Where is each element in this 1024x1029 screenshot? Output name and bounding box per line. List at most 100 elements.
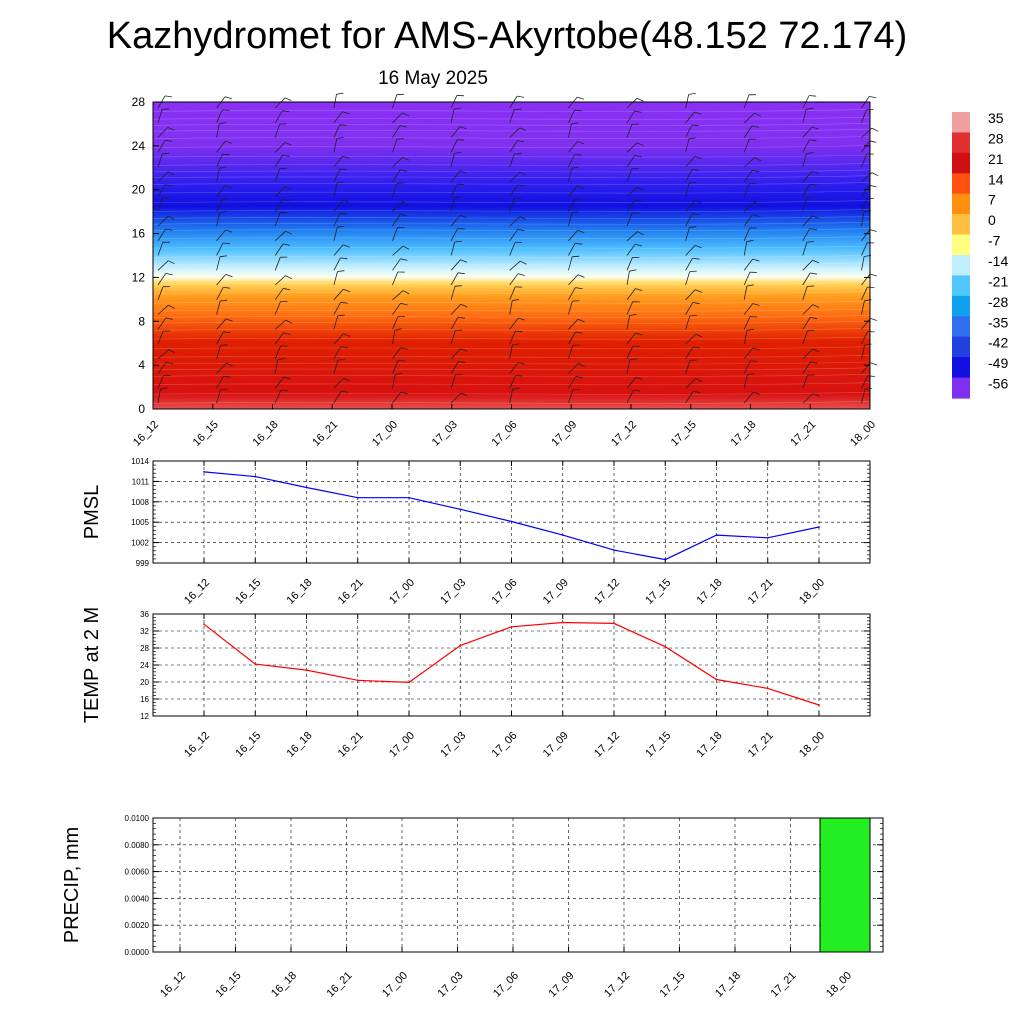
x-tick-label: 17_12 xyxy=(592,730,622,760)
x-tick-label: 16_21 xyxy=(336,730,366,760)
x-tick-label: 17_09 xyxy=(547,970,577,1000)
x-tick-label: 17_21 xyxy=(746,730,776,760)
y-tick-label: 1011 xyxy=(132,477,150,486)
x-tick-label: 18_00 xyxy=(797,730,827,760)
x-tick-label: 17_15 xyxy=(643,730,673,760)
y-tick-label: 28 xyxy=(132,95,146,109)
x-tick-label: 17_09 xyxy=(541,577,571,607)
wind-barb-feather xyxy=(690,271,697,272)
wind-barb-feather xyxy=(870,318,877,320)
colorbar-label: 35 xyxy=(988,110,1004,126)
colorbar-swatch xyxy=(952,132,970,153)
x-tick-label: 16_12 xyxy=(131,419,161,449)
wind-barb-feather xyxy=(337,93,344,94)
y-tick-label: 0.0040 xyxy=(125,894,150,903)
colorbar-swatch xyxy=(952,255,970,276)
y-tick-label: 0.0080 xyxy=(125,841,150,850)
wind-barb-feather xyxy=(872,128,878,131)
wind-barb-feather xyxy=(223,154,230,155)
page-date: 16 May 2025 xyxy=(378,68,488,89)
data-point xyxy=(511,626,513,628)
data-point xyxy=(357,679,359,681)
x-tick-label: 17_12 xyxy=(592,577,622,607)
data-point xyxy=(818,704,820,706)
data-point xyxy=(254,476,256,478)
data-point xyxy=(664,559,666,561)
colorbar-swatch xyxy=(952,214,970,235)
x-tick-label: 17_03 xyxy=(438,577,468,607)
wind-barb-feather xyxy=(340,125,347,126)
colorbar-swatch xyxy=(952,173,970,194)
y-axis-label: PMSL xyxy=(81,485,103,539)
colorbar-label: -28 xyxy=(988,294,1008,310)
x-tick-label: 17_18 xyxy=(695,730,725,760)
x-tick-label: 17_12 xyxy=(609,419,639,449)
colorbar-swatch xyxy=(952,112,970,133)
x-tick-label: 17_06 xyxy=(490,730,520,760)
x-tick-label: 16_21 xyxy=(336,577,366,607)
data-point xyxy=(203,471,205,473)
wind-barb-feather xyxy=(225,97,232,99)
data-point xyxy=(203,623,205,625)
y-tick-label: 8 xyxy=(138,314,145,328)
colorbar-label: -7 xyxy=(988,233,1001,249)
wind-barb-feather xyxy=(165,96,172,97)
wind-barb-feather xyxy=(223,199,230,200)
data-point xyxy=(664,646,666,648)
wind-barb-feather xyxy=(338,360,345,361)
wind-barb-feather xyxy=(285,98,291,101)
y-tick-label: 1014 xyxy=(131,457,149,466)
y-tick-label: 20 xyxy=(140,678,149,687)
wind-barb-feather xyxy=(455,330,462,331)
wind-barb-feather xyxy=(870,230,877,232)
data-point xyxy=(459,508,461,510)
x-tick-label: 17_21 xyxy=(769,970,799,1000)
y-tick-label: 12 xyxy=(140,712,149,721)
wind-barb-feather xyxy=(869,96,876,98)
x-tick-label: 17_03 xyxy=(430,419,460,449)
data-point xyxy=(511,521,513,523)
wind-barb-feather xyxy=(575,110,582,111)
y-tick-label: 0 xyxy=(138,402,145,416)
x-tick-label: 16_15 xyxy=(191,419,221,449)
y-tick-label: 24 xyxy=(132,139,146,153)
data-point xyxy=(306,487,308,489)
colorbar-swatch xyxy=(952,275,970,296)
x-tick-label: 16_21 xyxy=(310,419,340,449)
y-tick-label: 24 xyxy=(140,661,149,670)
x-tick-label: 16_15 xyxy=(233,730,263,760)
y-tick-label: 1002 xyxy=(131,539,149,548)
colorbar-label: 7 xyxy=(988,192,996,208)
data-point xyxy=(818,526,820,528)
x-tick-label: 17_18 xyxy=(729,419,759,449)
x-tick-label: 17_15 xyxy=(658,970,688,1000)
wind-barb-feather xyxy=(221,389,228,390)
data-point xyxy=(613,623,615,625)
y-tick-label: 0.0000 xyxy=(125,948,150,957)
wind-barb-feather xyxy=(577,97,584,99)
wind-barb-feather xyxy=(807,242,814,243)
x-tick-label: 17_15 xyxy=(643,577,673,607)
colorbar-label: -21 xyxy=(988,273,1008,289)
x-tick-label: 17_15 xyxy=(669,419,699,449)
x-tick-label: 17_18 xyxy=(695,577,725,607)
colorbar-label: 28 xyxy=(988,130,1004,146)
y-tick-label: 32 xyxy=(140,627,149,636)
y-tick-label: 20 xyxy=(132,183,146,197)
y-tick-label: 12 xyxy=(132,270,146,284)
data-point xyxy=(562,534,564,536)
y-tick-label: 1005 xyxy=(131,518,149,527)
wind-barb-feather xyxy=(870,274,877,276)
x-tick-label: 17_09 xyxy=(549,419,579,449)
colorbar-label: 14 xyxy=(988,171,1004,187)
plot-frame xyxy=(153,818,883,952)
x-tick-label: 17_03 xyxy=(436,970,466,1000)
y-tick-label: 16 xyxy=(132,227,146,241)
data-point xyxy=(767,537,769,539)
